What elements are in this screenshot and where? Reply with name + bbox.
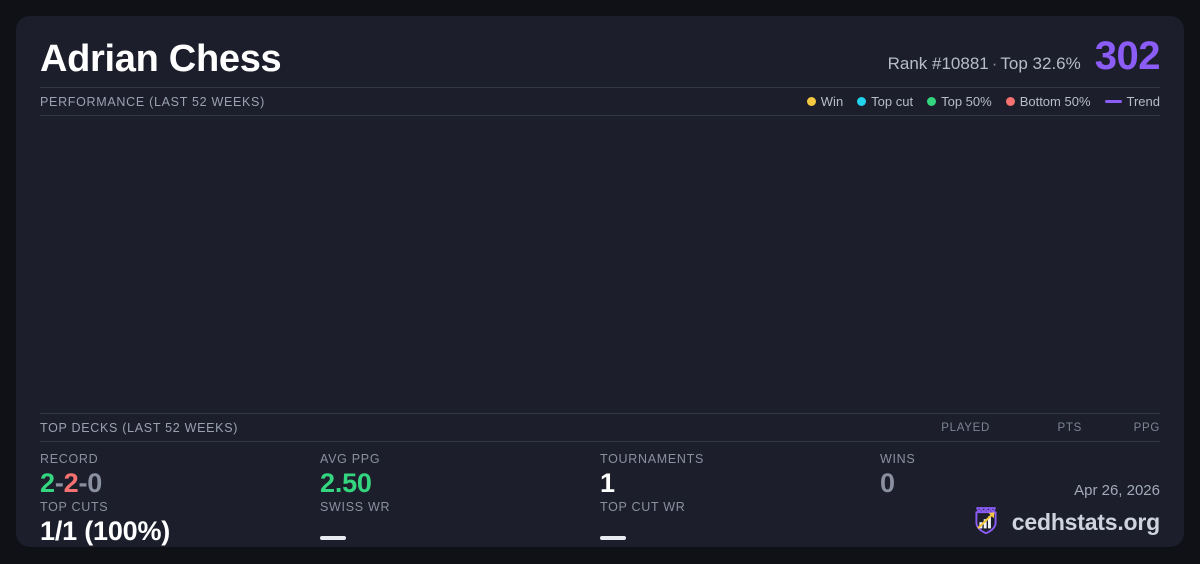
record-losses: 2 (63, 468, 79, 498)
stat-value-tournaments: 1 (600, 468, 615, 498)
record-wins: 2 (40, 468, 55, 498)
stat-label: RECORD (40, 452, 99, 466)
stat-value-swiss-wr (320, 515, 600, 547)
shield-crown-barchart-icon (973, 504, 1003, 541)
legend-item-win[interactable]: Win (806, 94, 844, 109)
stats-row-secondary: TOP CUTS 1/1 (100%) SWISS WR TOP CUT WR … (40, 482, 1160, 547)
stat-value-record: 2-2-0 (40, 467, 320, 499)
top-percent-label: Top 32.6% (1000, 54, 1081, 73)
legend-label: Trend (1126, 94, 1160, 109)
stat-value-top-cuts: 1/1 (100%) (40, 516, 171, 546)
rank-separator: · (991, 54, 998, 73)
stat-avg-ppg: AVG PPG 2.50 (320, 451, 600, 499)
legend-label: Top 50% (941, 94, 992, 109)
stat-value-avg-ppg: 2.50 (320, 468, 372, 498)
column-header-ppg: PPG (1133, 421, 1160, 434)
record-separator: - (78, 468, 88, 498)
column-header-played: PLAYED (941, 421, 990, 434)
stat-swiss-wr: SWISS WR (320, 499, 600, 547)
empty-value-dash-icon (600, 536, 626, 540)
legend-label: Top cut (871, 94, 914, 109)
card-header: Adrian Chess Rank #10881 · Top 32.6% 302 (16, 16, 1184, 78)
performance-section-label: PERFORMANCE (LAST 52 WEEKS) (40, 94, 265, 109)
rank-summary: Rank #10881 · Top 32.6% (888, 54, 1081, 74)
column-header-pts: PTS (1057, 421, 1082, 434)
stat-record: RECORD 2-2-0 (40, 451, 320, 499)
legend-dot-icon (857, 97, 867, 106)
stat-value-top-cut-wr (600, 515, 880, 547)
legend-item-top-cut[interactable]: Top cut (857, 94, 913, 109)
stat-tournaments: TOURNAMENTS 1 (600, 451, 880, 499)
stat-label: SWISS WR (320, 500, 391, 514)
record-draws: 0 (87, 468, 103, 498)
top-decks-header: TOP DECKS (LAST 52 WEEKS) PLAYED PTS PPG (40, 413, 1160, 442)
stat-top-cuts: TOP CUTS 1/1 (100%) (40, 499, 320, 547)
chart-legend: Win Top cut Top 50% Bottom 50% Trend (806, 94, 1160, 109)
stat-label: TOP CUT WR (600, 500, 686, 514)
legend-line-icon (1104, 100, 1122, 103)
chart-plot-area[interactable] (40, 116, 1160, 413)
brand-block[interactable]: cedhstats.org (973, 504, 1160, 541)
stat-wins: WINS 0 (880, 451, 1160, 499)
score-value: 302 (1094, 34, 1161, 78)
legend-item-top-50[interactable]: Top 50% (927, 94, 992, 109)
performance-header: PERFORMANCE (LAST 52 WEEKS) Win Top cut … (40, 87, 1160, 116)
rank-block: Rank #10881 · Top 32.6% 302 (888, 34, 1161, 78)
footer-date: Apr 26, 2026 (1074, 482, 1160, 499)
stat-label: AVG PPG (320, 452, 381, 466)
legend-item-bottom-50[interactable]: Bottom 50% (1005, 94, 1091, 109)
legend-dot-icon (927, 97, 937, 106)
stat-label: TOP CUTS (40, 500, 109, 514)
legend-label: Win (820, 94, 844, 109)
performance-chart[interactable] (40, 116, 1160, 413)
legend-dot-icon (806, 97, 816, 106)
brand-name: cedhstats.org (1011, 509, 1160, 535)
player-profile-card: Adrian Chess Rank #10881 · Top 32.6% 302 P… (16, 16, 1184, 547)
page-title: Adrian Chess (40, 38, 282, 80)
stats-row-primary: RECORD 2-2-0 AVG PPG 2.50 TOURNAMENTS 1 … (40, 451, 1160, 499)
stat-value-wins: 0 (880, 468, 895, 498)
stat-label: TOURNAMENTS (600, 452, 705, 466)
stat-top-cut-wr: TOP CUT WR (600, 499, 880, 547)
record-separator: - (54, 468, 64, 498)
empty-value-dash-icon (320, 536, 346, 540)
stat-label: WINS (880, 452, 916, 466)
rank-label: Rank #10881 (887, 54, 989, 73)
stats-grid: RECORD 2-2-0 AVG PPG 2.50 TOURNAMENTS 1 … (16, 442, 1184, 547)
top-decks-columns: PLAYED PTS PPG (894, 422, 1160, 434)
legend-dot-icon (1005, 97, 1015, 106)
card-footer: Apr 26, 2026 cedhstats.org (973, 481, 1160, 541)
top-decks-section-label: TOP DECKS (LAST 52 WEEKS) (40, 420, 239, 435)
legend-item-trend[interactable]: Trend (1104, 94, 1160, 109)
legend-label: Bottom 50% (1019, 94, 1091, 109)
